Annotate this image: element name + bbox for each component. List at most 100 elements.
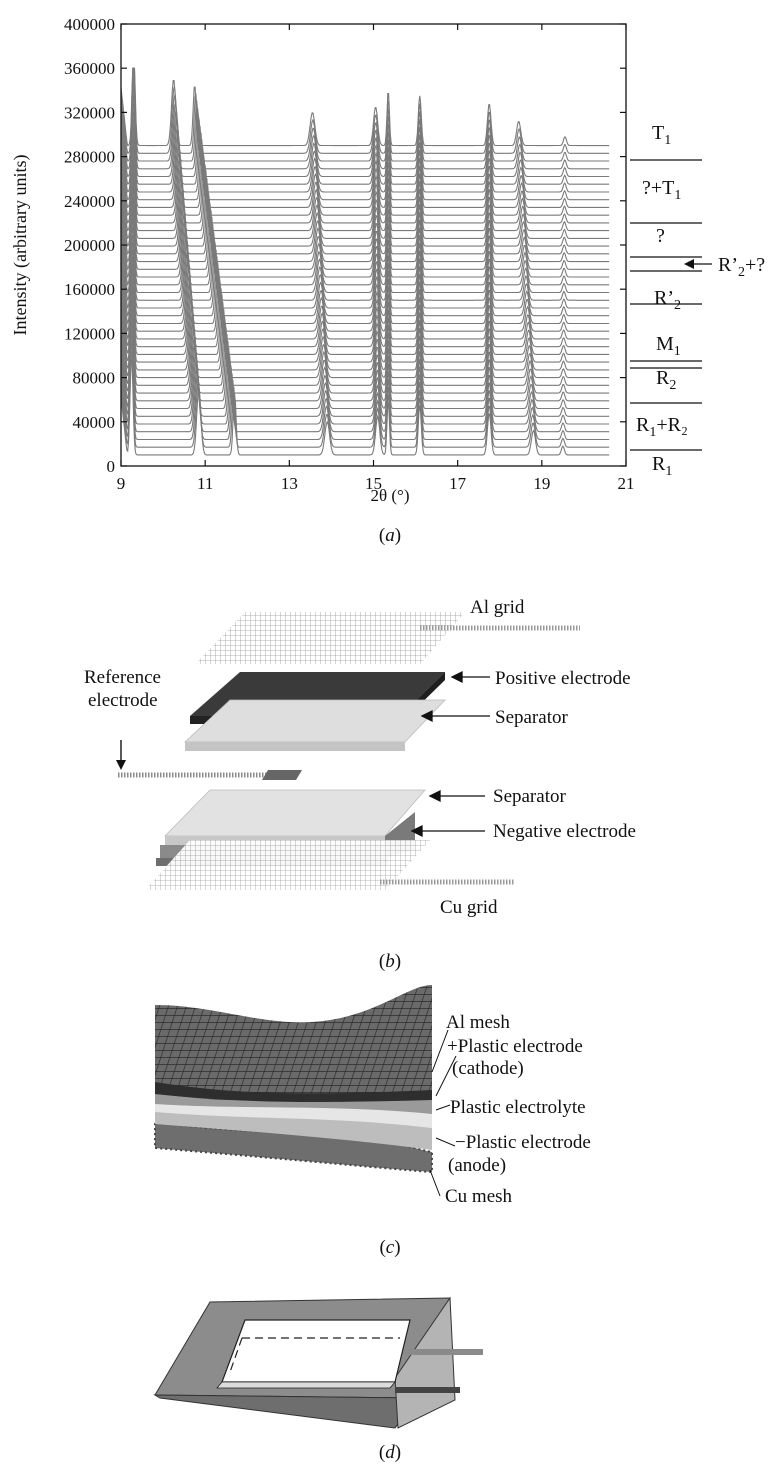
y-tick-label: 280000 [64, 148, 115, 167]
y-tick-label: 400000 [64, 15, 115, 34]
pattern-trace [120, 125, 610, 224]
pattern-trace [120, 301, 610, 402]
x-tick-label: 13 [281, 474, 298, 493]
y-tick-label: 40000 [73, 413, 116, 432]
panel-a-chart: 0 40000 80000 120000 160000 200000 240000 28000… [10, 15, 765, 546]
x-tick-label: 15 [365, 474, 382, 493]
y-axis-label: Intensity (arbitrary units) [10, 155, 31, 336]
al-grid-sheet [195, 612, 465, 664]
pattern-trace [120, 94, 610, 193]
phase-label: R1+R₂ [636, 414, 688, 440]
pattern-trace [120, 249, 610, 348]
x-tick-label: 17 [449, 474, 467, 493]
label-reference-2: electrode [88, 690, 158, 711]
phase-label: M1 [656, 333, 681, 359]
x-tick-label: 19 [533, 474, 550, 493]
pattern-traces [120, 67, 610, 456]
reference-electrode-tip [262, 770, 302, 780]
label-negative-electrode: Negative electrode [493, 821, 636, 842]
pattern-trace [120, 333, 610, 433]
caption-a: (a) [379, 525, 401, 546]
panel-d-diagram: (d) [153, 1296, 483, 1463]
pouch-side-panel [394, 1296, 456, 1429]
label-al-mesh: Al mesh [446, 1012, 510, 1033]
pattern-trace [120, 309, 610, 410]
phase-label: ? [656, 225, 665, 247]
x-tick-label: 9 [117, 474, 126, 493]
caption-b: (b) [379, 951, 401, 972]
pattern-trace [120, 185, 610, 287]
phase-label: ?+T1 [642, 177, 681, 203]
label-cu-mesh: Cu mesh [445, 1186, 513, 1207]
pouch-front-fold [153, 1394, 422, 1429]
y-tick-label: 320000 [64, 103, 115, 122]
label-al-grid: Al grid [470, 597, 525, 618]
al-mesh-layer [155, 985, 432, 1101]
pattern-trace [120, 242, 610, 341]
y-tick-label: 200000 [64, 236, 115, 255]
pattern-trace [120, 111, 610, 209]
panel-b-diagram: Al grid Positive electrode Separator Ref… [84, 597, 636, 972]
y-axis: 0 40000 80000 120000 160000 200000 240000 28000… [64, 15, 626, 476]
x-tick-label: 21 [618, 474, 635, 493]
cell-inside-pouch [221, 1319, 411, 1383]
y-tick-label: 0 [107, 457, 116, 476]
pattern-trace [120, 169, 610, 271]
phase-label: R1 [652, 453, 672, 479]
cu-mesh-layer [155, 1122, 432, 1172]
pattern-trace [120, 325, 610, 425]
label-separator-bottom: Separator [493, 786, 566, 807]
label-reference-1: Reference [84, 667, 161, 688]
pattern-trace [120, 218, 610, 318]
pattern-trace [120, 177, 610, 279]
pattern-trace [120, 139, 610, 240]
reference-arrow-head [116, 760, 126, 770]
pattern-trace [120, 270, 610, 371]
pattern-trace [120, 201, 610, 302]
pattern-trace [120, 210, 610, 310]
separator-top-sheet [183, 699, 446, 743]
label-plus-electrode: +Plastic electrode [447, 1036, 583, 1057]
caption-c: (c) [379, 1237, 400, 1258]
pattern-trace [120, 235, 610, 333]
label-anode: (anode) [448, 1155, 506, 1176]
pattern-trace [120, 256, 610, 355]
phase-label: T1 [652, 122, 671, 148]
pattern-trace [120, 226, 610, 325]
y-tick-label: 120000 [64, 324, 115, 343]
diagram-c-leaders [429, 1029, 457, 1197]
y-tick-label: 240000 [64, 192, 115, 211]
label-positive-electrode: Positive electrode [495, 668, 631, 689]
diagram-b-arrows [410, 670, 490, 838]
phase-label: R’2 [654, 287, 681, 313]
x-axis-label: 2θ (°) [370, 486, 409, 505]
phase-label: R’2+? [718, 254, 765, 280]
pattern-trace [120, 263, 610, 363]
pattern-trace [120, 317, 610, 417]
y-tick-label: 360000 [64, 59, 115, 78]
x-tick-label: 11 [197, 474, 213, 493]
pattern-trace [120, 118, 610, 216]
label-minus-electrode: −Plastic electrode [455, 1132, 591, 1153]
y-tick-label: 80000 [73, 369, 116, 388]
pattern-trace [120, 147, 610, 248]
label-separator-top: Separator [495, 707, 568, 728]
pattern-trace [120, 358, 610, 456]
phase-label: R2 [656, 367, 676, 393]
cu-grid-sheet [145, 840, 430, 890]
separator-bottom-sheet [164, 789, 426, 837]
pattern-trace [120, 132, 610, 232]
phase-region-labels: T1 ?+T1? R’2+? R’2 M1 R2 R1+R₂ R1 [630, 122, 765, 479]
label-cathode: (cathode) [452, 1058, 524, 1079]
pattern-trace [120, 293, 610, 394]
pattern-trace [120, 162, 610, 263]
pattern-trace [120, 193, 610, 294]
panel-c-diagram: Al mesh +Plastic electrode (cathode) Pla… [154, 985, 591, 1258]
x-axis: 9 11 13 15 17 19 21 [117, 24, 635, 493]
caption-d: (d) [379, 1442, 401, 1463]
pattern-trace [120, 154, 610, 255]
pattern-trace [120, 278, 610, 379]
y-tick-label: 160000 [64, 280, 115, 299]
pattern-trace [120, 285, 610, 386]
